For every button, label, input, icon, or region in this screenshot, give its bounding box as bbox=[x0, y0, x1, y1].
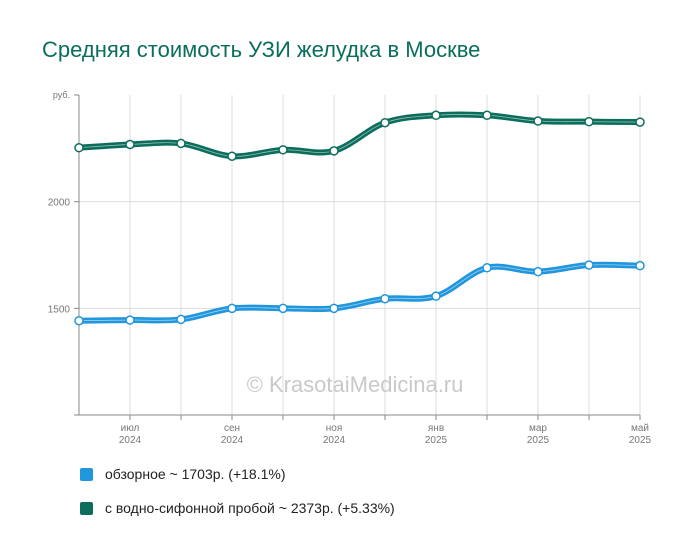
x-tick-label-year: 2025 bbox=[527, 435, 550, 446]
data-point-1 bbox=[380, 117, 390, 128]
series-layer bbox=[74, 110, 645, 326]
data-point-0 bbox=[482, 263, 492, 273]
x-tick-label-month: янв bbox=[428, 423, 444, 434]
y-tick-label: 2000 bbox=[48, 198, 71, 209]
data-point-1 bbox=[482, 110, 492, 121]
y-unit-label: руб. bbox=[53, 90, 70, 100]
data-point-1 bbox=[74, 142, 84, 153]
data-point-0 bbox=[278, 303, 288, 314]
data-point-1 bbox=[125, 139, 135, 150]
data-point-1 bbox=[278, 145, 288, 155]
y-tick-label: 1500 bbox=[48, 304, 71, 315]
data-point-0 bbox=[380, 293, 390, 304]
data-point-1 bbox=[329, 146, 339, 156]
legend-label-0: обзорное ~ 1703р. (+18.1%) bbox=[105, 466, 286, 482]
axis-layer: 20001500руб.июл2024сен2024ноя2024янв2025… bbox=[48, 90, 652, 446]
x-tick-label-month: ноя bbox=[326, 423, 343, 434]
data-point-0 bbox=[74, 315, 84, 326]
series-line-1 bbox=[76, 111, 643, 160]
data-point-0 bbox=[227, 303, 237, 314]
data-point-1 bbox=[533, 116, 543, 126]
data-point-0 bbox=[533, 266, 543, 277]
legend-item-0[interactable]: обзорное ~ 1703р. (+18.1%) bbox=[80, 466, 286, 482]
x-tick-label-month: сен bbox=[224, 423, 240, 434]
legend-swatch-1 bbox=[80, 501, 93, 515]
legend-label-1: с водно-сифонной пробой ~ 2373р. (+5.33%… bbox=[105, 500, 395, 516]
x-tick-label-year: 2024 bbox=[119, 435, 142, 446]
x-tick-label-year: 2024 bbox=[323, 435, 346, 446]
data-point-1 bbox=[227, 151, 237, 161]
x-tick-label-year: 2025 bbox=[629, 435, 652, 446]
data-point-0 bbox=[176, 314, 186, 325]
data-point-1 bbox=[635, 117, 645, 127]
data-point-0 bbox=[125, 315, 135, 325]
chart-title: Средняя стоимость УЗИ желудка в Москве bbox=[42, 37, 481, 62]
x-tick-label-year: 2024 bbox=[221, 435, 244, 446]
watermark: © KrasotaiMedicina.ru bbox=[247, 372, 464, 397]
data-point-1 bbox=[431, 110, 441, 121]
x-tick-label-month: июл bbox=[121, 423, 140, 434]
x-tick-label-year: 2025 bbox=[425, 435, 448, 446]
series-line-0 bbox=[76, 261, 643, 324]
x-tick-label-month: май bbox=[631, 423, 649, 434]
data-point-0 bbox=[329, 303, 339, 314]
data-point-0 bbox=[431, 291, 441, 301]
data-point-0 bbox=[584, 260, 594, 270]
x-tick-label-month: мар bbox=[529, 423, 547, 434]
legend-item-1[interactable]: с водно-сифонной пробой ~ 2373р. (+5.33%… bbox=[80, 500, 395, 516]
series-line-highlight-0 bbox=[78, 264, 641, 322]
data-point-1 bbox=[176, 138, 186, 149]
data-point-1 bbox=[584, 116, 594, 127]
grid-layer bbox=[79, 95, 641, 415]
data-point-0 bbox=[635, 260, 645, 271]
legend-swatch-0 bbox=[80, 467, 93, 481]
